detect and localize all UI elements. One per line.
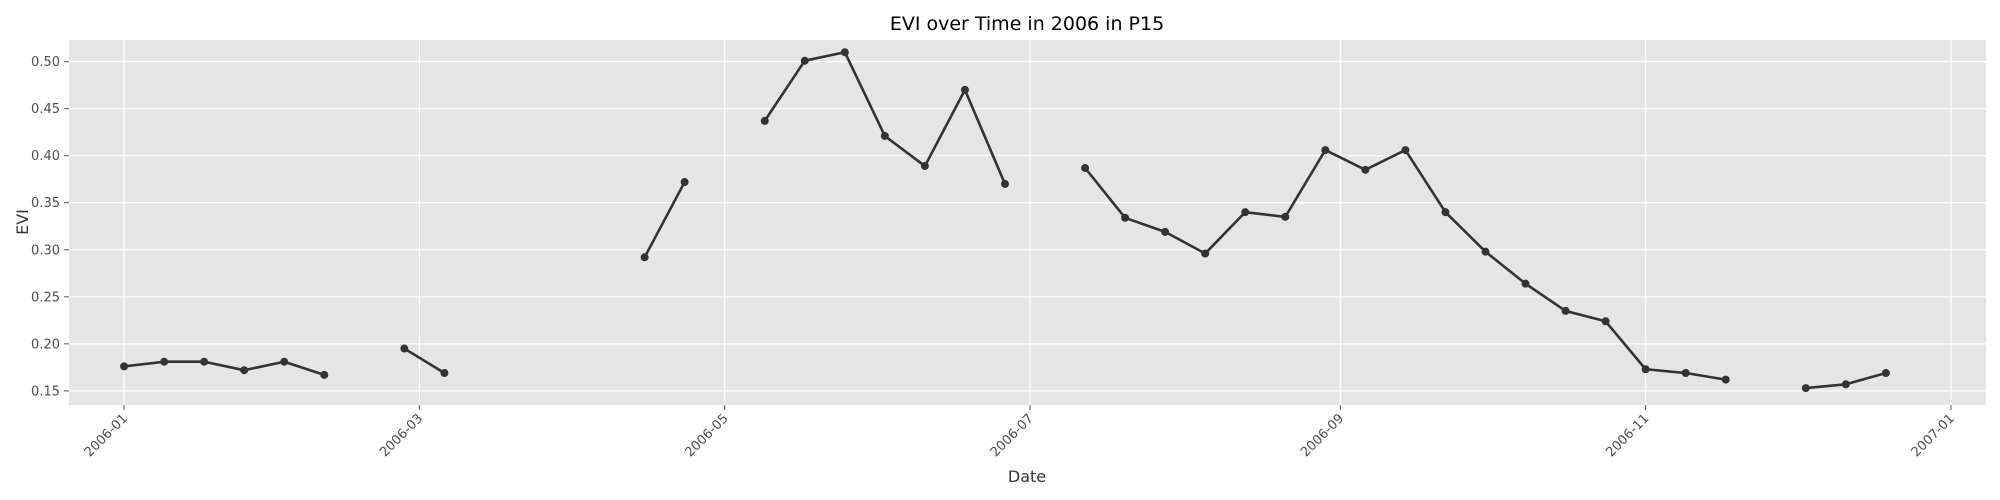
x-axis-ticks: 2006-01 2006-03 2006-05 2006-07 2006-09 2006-… [82,405,1958,460]
data-point [240,366,249,375]
y-axis-label: EVI [13,209,32,235]
data-point [1521,279,1530,288]
x-tick-label: 2006-09 [1298,411,1347,460]
data-point [680,178,689,187]
y-tick-label: 0.15 [31,384,60,399]
data-point [1481,247,1490,256]
data-point [120,362,129,371]
y-gridlines [69,61,1986,392]
data-point [1561,306,1570,315]
y-tick-label: 0.20 [31,337,60,352]
data-point [440,369,449,378]
data-point [1121,213,1130,222]
data-point [1721,375,1730,384]
data-point [1841,380,1850,389]
y-tick-label: 0.40 [31,149,60,164]
data-point [1441,208,1450,217]
x-tick-label: 2006-11 [1603,411,1652,460]
data-point [1881,369,1890,378]
data-point [1601,317,1610,326]
data-point [1241,208,1250,217]
y-tick-label: 0.35 [31,196,60,211]
data-point [1401,146,1410,155]
series-line-segment [122,360,326,377]
y-tick-label: 0.45 [31,102,60,117]
data-point [1081,163,1090,172]
data-point [320,370,329,379]
y-axis-ticks: 0.15 0.20 0.25 0.30 0.35 0.40 0.45 0.50 [31,55,69,399]
data-point [1201,249,1210,258]
x-tick-label: 2006-07 [988,411,1037,460]
data-point [1801,384,1810,393]
data-point [640,253,649,262]
data-point [800,56,809,65]
data-point [160,357,169,366]
x-gridlines [123,40,1952,405]
data-point [400,344,409,353]
data-point [200,357,209,366]
data-point [760,116,769,125]
data-point [840,48,849,57]
data-point [1361,165,1370,174]
x-tick-label: 2007-01 [1909,411,1958,460]
data-point [880,131,889,140]
chart-title: EVI over Time in 2006 in P15 [890,13,1164,35]
x-tick-label: 2006-03 [377,411,426,460]
data-point [1641,365,1650,374]
data-point [1321,146,1330,155]
data-point [920,162,929,171]
series-line-segment [403,347,446,375]
y-tick-label: 0.25 [31,290,60,305]
evi-series-points [120,48,1890,393]
data-point [1681,369,1690,378]
data-point [280,357,289,366]
data-point [1281,212,1290,221]
y-tick-label: 0.50 [31,55,60,70]
data-point [960,85,969,94]
y-tick-label: 0.30 [31,243,60,258]
series-line-segment [643,180,686,259]
x-tick-label: 2006-05 [682,411,731,460]
data-point [1161,227,1170,236]
x-tick-label: 2006-01 [82,411,131,460]
x-axis-label: Date [1008,467,1046,486]
plot-background [69,40,1986,405]
data-point [1000,179,1009,188]
